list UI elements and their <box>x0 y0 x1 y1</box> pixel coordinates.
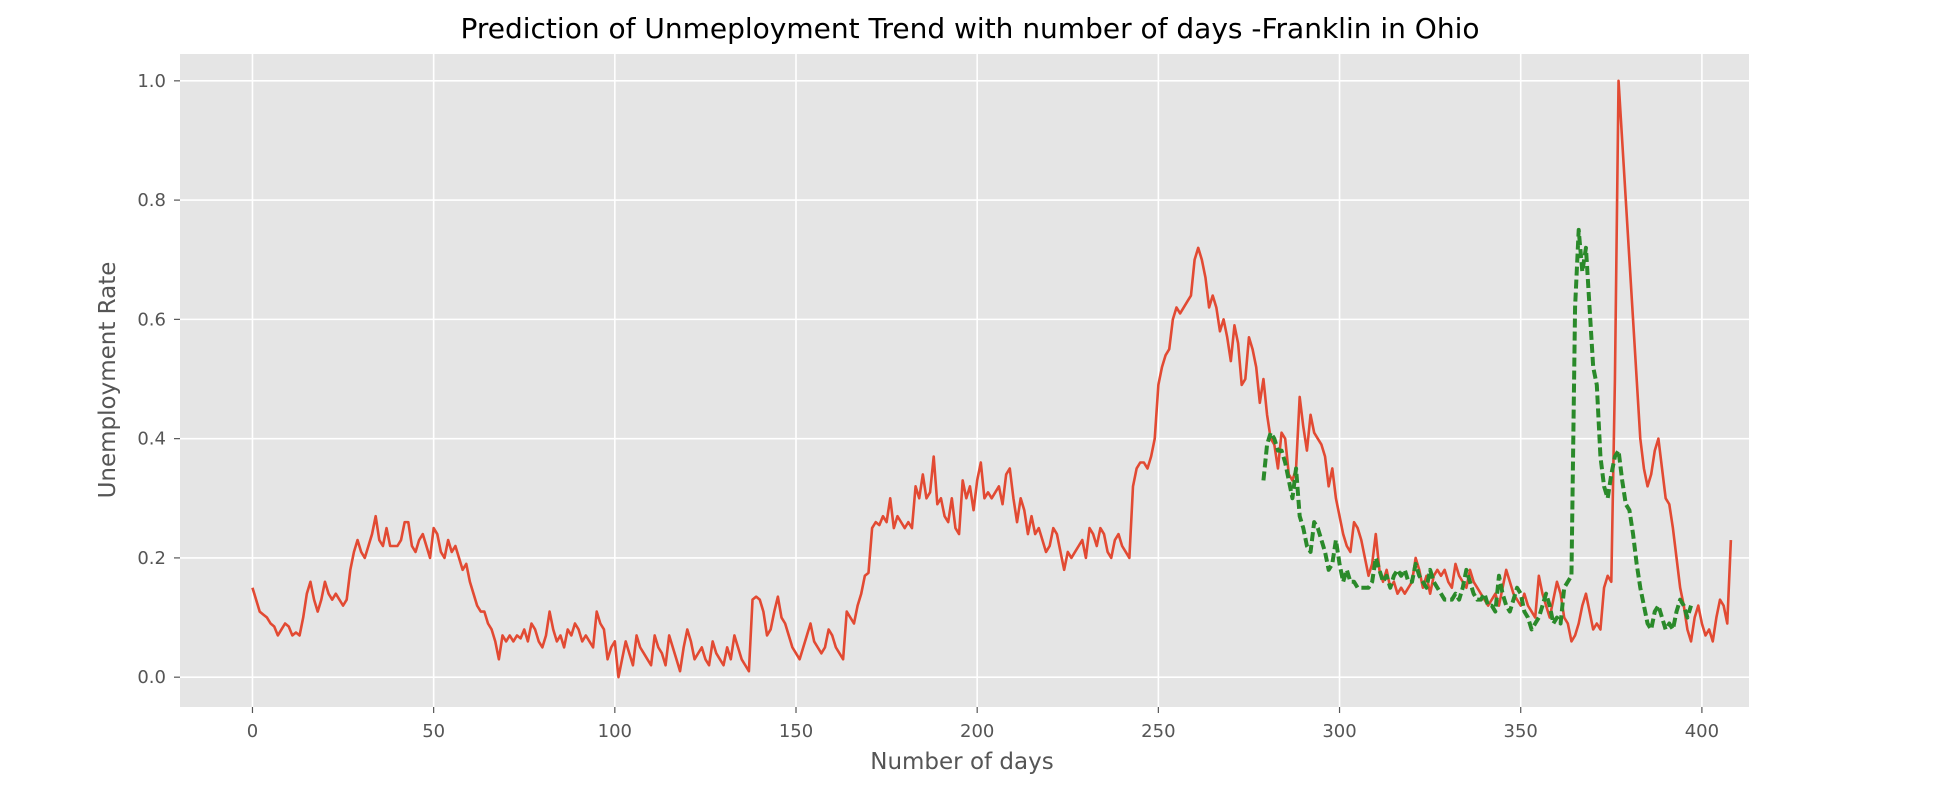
x-tick-label-250: 250 <box>1141 721 1175 742</box>
y-tick-label-0.6: 0.6 <box>137 309 166 330</box>
tick-layer: 0 50 100 150 200 250 300 350 400 0.0 0.2 0.4 0.6 0.8 1… <box>137 71 1719 742</box>
x-axis-label: Number of days <box>870 749 1053 775</box>
x-tick-label-200: 200 <box>960 721 994 742</box>
y-tick-label-1.0: 1.0 <box>137 71 166 92</box>
y-tick-label-0.0: 0.0 <box>137 667 166 688</box>
chart-title: Prediction of Unmeployment Trend with nu… <box>460 12 1479 45</box>
series-layer <box>251 79 1733 679</box>
y-tick-label-0.2: 0.2 <box>137 548 166 569</box>
x-tick-label-0: 0 <box>247 721 258 742</box>
plot-area <box>180 54 1749 707</box>
x-tick-label-300: 300 <box>1322 721 1356 742</box>
predicted-series-line <box>1261 227 1693 632</box>
grid-lines <box>180 54 1749 707</box>
x-tick-label-350: 350 <box>1504 721 1538 742</box>
y-tick-label-0.4: 0.4 <box>137 429 166 450</box>
x-tick-label-50: 50 <box>422 721 445 742</box>
x-tick-label-100: 100 <box>598 721 632 742</box>
x-tick-label-150: 150 <box>779 721 813 742</box>
y-axis-label: Unemployment Rate <box>95 262 121 499</box>
y-tick-label-0.8: 0.8 <box>137 190 166 211</box>
x-tick-label-400: 400 <box>1685 721 1719 742</box>
